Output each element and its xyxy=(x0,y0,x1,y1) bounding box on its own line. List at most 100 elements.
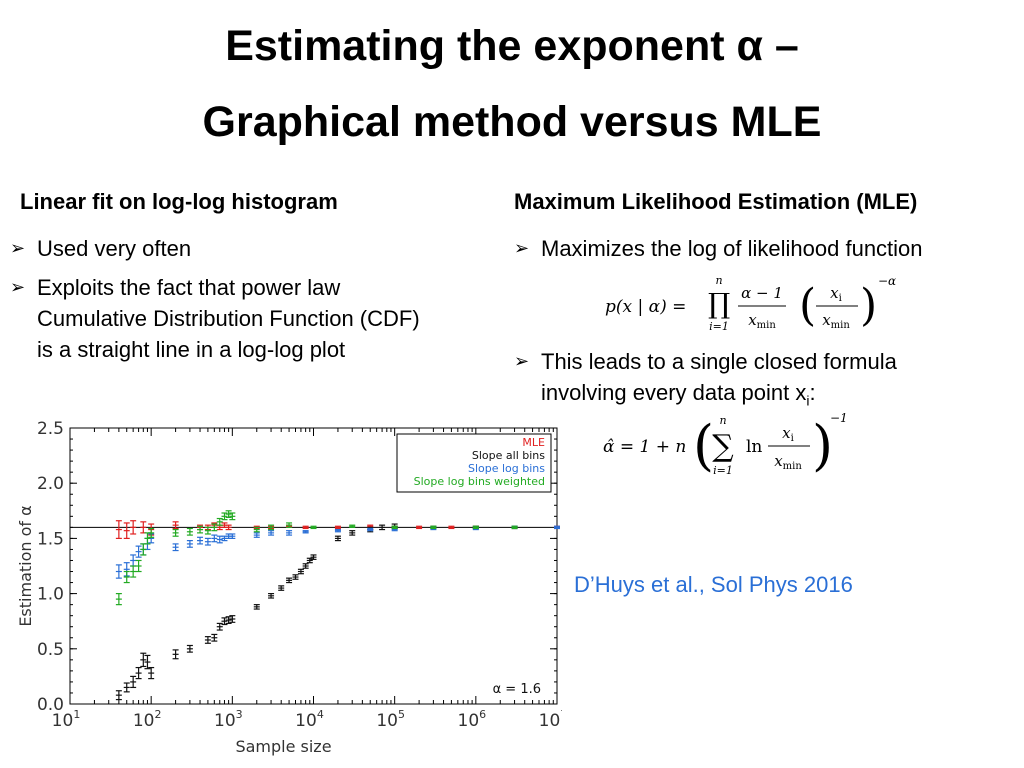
left-column-heading: Linear fit on log-log histogram xyxy=(20,189,338,214)
data-point xyxy=(204,636,211,644)
data-point xyxy=(211,534,218,543)
data-point xyxy=(197,536,204,545)
x-axis-label: Sample size xyxy=(235,737,331,756)
data-point xyxy=(216,535,223,544)
data-point xyxy=(172,528,179,537)
data-point xyxy=(186,644,193,653)
y-tick-label: 0.0 xyxy=(37,695,64,715)
data-point xyxy=(268,530,275,536)
svg-text:i=1: i=1 xyxy=(709,320,729,333)
data-point xyxy=(221,512,228,521)
data-point xyxy=(225,616,232,625)
data-point xyxy=(253,526,260,533)
data-point xyxy=(115,520,122,540)
y-tick-label: 2.5 xyxy=(37,419,64,439)
citation-link[interactable]: D’Huys et al., Sol Phys 2016 xyxy=(574,572,853,597)
slide-title-line-2: Graphical method versus MLE xyxy=(202,98,822,146)
arrow-bullet-icon: ➢ xyxy=(514,238,530,258)
data-point xyxy=(229,615,236,623)
data-point xyxy=(148,527,155,538)
right-bullet-2: ➢ This leads to a single closed formula … xyxy=(514,346,984,410)
data-point xyxy=(221,617,228,626)
data-point xyxy=(268,593,275,599)
data-point xyxy=(172,521,179,530)
data-point xyxy=(216,622,223,631)
svg-text:n: n xyxy=(719,414,726,427)
svg-text:∑: ∑ xyxy=(712,429,734,464)
data-point xyxy=(115,593,122,606)
legend-box xyxy=(396,433,552,493)
legend-entry: Slope log bins xyxy=(468,462,545,475)
x-tick-label: 104 xyxy=(295,708,324,731)
data-point xyxy=(302,530,309,534)
data-point xyxy=(334,535,341,542)
data-point xyxy=(144,654,151,670)
data-point xyxy=(286,577,293,584)
data-point xyxy=(135,559,142,573)
data-point xyxy=(123,570,130,584)
data-point xyxy=(123,682,130,693)
y-tick-label: 0.5 xyxy=(37,640,64,660)
data-point xyxy=(302,563,309,569)
data-point xyxy=(286,522,293,528)
alpha-estimation-chart: 0.0 0.5 1.0 1.5 2.0 2.5 101 102 103 104 105 106 107 S… xyxy=(16,419,562,756)
data-point xyxy=(430,525,437,530)
data-point xyxy=(448,525,455,530)
data-point xyxy=(310,554,317,560)
data-point xyxy=(130,554,137,567)
data-point xyxy=(211,523,218,532)
legend-entry: Slope log bins weighted xyxy=(414,475,545,488)
data-point xyxy=(349,530,356,536)
data-point xyxy=(123,522,130,540)
svg-text:−α: −α xyxy=(878,274,896,288)
svg-text:(: ( xyxy=(693,414,714,477)
svg-text:xi: xi xyxy=(830,284,842,304)
arrow-bullet-icon: ➢ xyxy=(514,351,530,371)
svg-text:xmin: xmin xyxy=(748,311,776,331)
svg-text:(: ( xyxy=(799,280,816,331)
svg-text:−1: −1 xyxy=(830,411,848,425)
svg-text:n: n xyxy=(715,274,722,287)
data-point xyxy=(297,568,304,575)
svg-text:): ) xyxy=(812,414,833,477)
arrow-bullet-icon: ➢ xyxy=(10,238,26,258)
svg-text:xi: xi xyxy=(782,424,794,444)
data-point xyxy=(229,512,236,521)
data-point xyxy=(367,527,374,532)
data-point xyxy=(204,526,211,535)
data-point xyxy=(172,649,179,660)
svg-text:i=1: i=1 xyxy=(713,464,733,477)
data-point xyxy=(310,525,317,530)
data-point xyxy=(391,525,398,530)
svg-text:p(x | α) =: p(x | α) = xyxy=(605,297,686,317)
svg-text:ln: ln xyxy=(746,437,762,457)
data-point xyxy=(253,532,260,538)
data-point xyxy=(334,525,341,530)
y-tick-label: 1.0 xyxy=(37,585,64,605)
data-point xyxy=(286,530,293,536)
arrow-bullet-icon: ➢ xyxy=(10,277,26,297)
x-tick-label: 106 xyxy=(458,708,487,731)
svg-text:xmin: xmin xyxy=(822,311,850,331)
data-point xyxy=(554,525,560,530)
data-point xyxy=(140,521,147,534)
data-point xyxy=(144,532,151,545)
data-point xyxy=(379,524,386,531)
likelihood-formula: p(x | α) = n ∏ i=1 α − 1 xmin ( xi xmin … xyxy=(605,274,896,333)
left-bullet-2: ➢ Exploits the fact that power law Cumul… xyxy=(10,272,500,367)
x-tick-label: 103 xyxy=(214,708,243,731)
legend-entry: MLE xyxy=(522,436,545,449)
x-tick-label: 101 xyxy=(52,708,81,731)
data-point xyxy=(115,564,122,579)
data-point xyxy=(130,520,137,535)
data-point xyxy=(229,533,236,540)
data-point xyxy=(172,543,179,552)
x-tick-label: 102 xyxy=(133,708,162,731)
slide-title-line-1: Estimating the exponent α – xyxy=(225,22,799,70)
data-point xyxy=(115,690,122,701)
data-point xyxy=(186,540,193,548)
svg-text:α − 1: α − 1 xyxy=(741,284,783,302)
data-point xyxy=(135,545,142,558)
svg-text:∏: ∏ xyxy=(708,287,730,320)
y-axis-label: Estimation of α xyxy=(16,505,35,626)
